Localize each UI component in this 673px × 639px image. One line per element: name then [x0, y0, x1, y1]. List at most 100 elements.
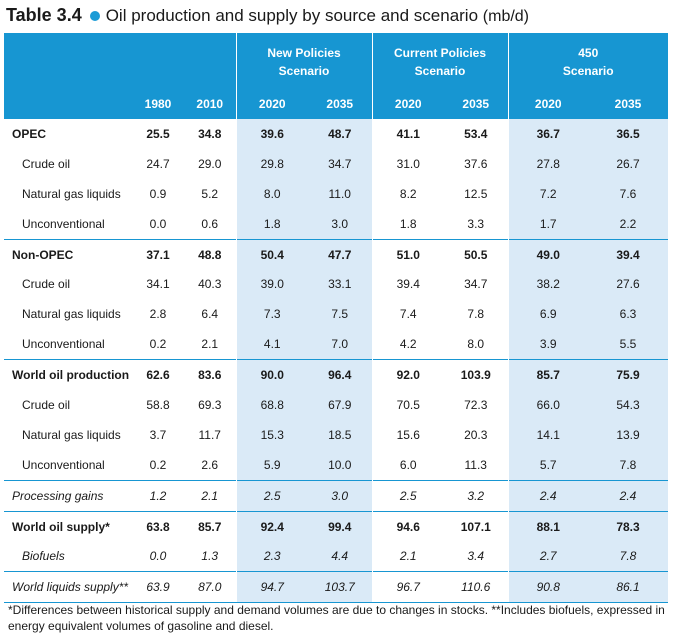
value-cell: 7.8: [467, 307, 485, 322]
row-label: Non-OPEC: [4, 238, 132, 270]
title-unit: (mb/d): [482, 8, 530, 25]
value-cell: 7.3: [235, 299, 308, 330]
value-cell: 39.4: [371, 269, 444, 300]
value-cell: 34.8: [184, 117, 236, 149]
value-cell: 5.7: [507, 449, 588, 481]
value-cell: 41.1: [371, 117, 444, 149]
table-row: World oil production 62.6 83.6 90.0 96.4 92.0…: [4, 359, 669, 391]
value-cell: 2.7: [507, 541, 588, 572]
value-cell: 87.0: [184, 571, 236, 604]
scenario-header: Current Policies Scenario: [371, 33, 508, 90]
value-cell: 69.3: [198, 397, 222, 412]
value-cell: 3.3: [467, 216, 485, 231]
value-cell: 40.3: [198, 277, 222, 292]
value-cell: 11.3: [464, 457, 487, 472]
value-cell: 1.2: [132, 479, 184, 512]
value-cell: 39.6: [235, 117, 308, 149]
value-cell: 7.0: [308, 329, 372, 360]
value-cell: 1.3: [201, 549, 219, 564]
value-cell: 34.1: [146, 277, 170, 292]
value-cell: 92.4: [235, 510, 308, 542]
value-cell: 34.7: [464, 277, 488, 292]
year-header: 2010: [184, 90, 236, 119]
value-cell: 0.6: [201, 216, 219, 231]
value-cell: 3.0: [308, 208, 372, 240]
value-cell: 0.2: [149, 337, 167, 352]
scenario-header: 450 Scenario: [507, 33, 669, 90]
value-cell: 50.5: [444, 238, 508, 270]
year-header: 2035: [444, 90, 508, 119]
value-cell: 2.4: [507, 479, 588, 512]
table-row: OPEC 25.5 34.8 39.6 48.7 41.1 53.4 36.7 36.5: [4, 117, 669, 149]
value-cell: 27.6: [588, 269, 669, 300]
value-cell: 49.0: [507, 238, 588, 270]
row-label: Crude oil: [22, 277, 71, 292]
value-cell: 39.4: [588, 238, 669, 270]
value-cell: 78.3: [588, 510, 669, 542]
value-cell: 1.7: [507, 208, 588, 240]
value-cell: 48.8: [184, 238, 236, 270]
value-cell: 1.8: [235, 208, 308, 240]
value-cell: 94.7: [235, 571, 308, 604]
value-cell: 11.0: [308, 178, 372, 209]
value-cell: 37.6: [464, 156, 488, 171]
value-cell: 103.9: [444, 359, 508, 391]
value-cell: 0.0: [149, 549, 167, 564]
value-cell: 66.0: [507, 390, 588, 420]
value-cell: 103.7: [308, 571, 372, 604]
value-cell: 0.9: [149, 186, 167, 201]
value-cell: 39.0: [235, 269, 308, 300]
value-cell: 0.0: [149, 216, 167, 231]
value-cell: 7.6: [588, 178, 669, 209]
value-cell: 3.9: [507, 329, 588, 360]
value-cell: 4.1: [235, 329, 308, 360]
value-cell: 34.7: [308, 148, 372, 179]
value-cell: 83.6: [184, 359, 236, 391]
value-cell: 92.0: [371, 359, 444, 391]
value-cell: 7.4: [371, 299, 444, 330]
header-blank: [4, 33, 132, 90]
value-cell: 63.8: [132, 510, 184, 542]
value-cell: 50.4: [235, 238, 308, 270]
value-cell: 13.9: [588, 419, 669, 450]
table-row: Non-OPEC 37.1 48.8 50.4 47.7 51.0 50.5 49.0 39.4: [4, 238, 669, 270]
value-cell: 7.2: [507, 178, 588, 209]
value-cell: 48.7: [308, 117, 372, 149]
row-label: Unconventional: [22, 337, 105, 352]
value-cell: 0.2: [149, 457, 167, 472]
value-cell: 6.3: [588, 299, 669, 330]
table-row: Natural gas liquids 0.9 5.2 8.0 11.0 8.2 12.5 7…: [4, 178, 669, 209]
scenario-header: New Policies Scenario: [235, 33, 372, 90]
table-row: Natural gas liquids 3.7 11.7 15.3 18.5 15.6 20…: [4, 419, 669, 450]
value-cell: 4.2: [371, 329, 444, 360]
table-row: Unconventional 0.0 0.6 1.8 3.0 1.8 3.3 1.7 2.2: [4, 208, 669, 240]
row-label: Unconventional: [22, 457, 105, 472]
value-cell: 2.4: [588, 479, 669, 512]
table-row: World oil supply* 63.8 85.7 92.4 99.4 94.6 107…: [4, 510, 669, 542]
year-header: 2020: [371, 90, 444, 119]
value-cell: 62.6: [132, 359, 184, 391]
value-cell: 7.8: [588, 449, 669, 481]
value-cell: 86.1: [588, 571, 669, 604]
table-title: Table 3.4 Oil production and supply by so…: [6, 4, 529, 28]
row-label: Natural gas liquids: [22, 186, 121, 201]
value-cell: 51.0: [371, 238, 444, 270]
table-row: Crude oil 34.1 40.3 39.0 33.1 39.4 34.7 38.2 27.…: [4, 269, 669, 300]
value-cell: 7.5: [308, 299, 372, 330]
value-cell: 58.8: [146, 397, 170, 412]
value-cell: 90.8: [507, 571, 588, 604]
value-cell: 3.2: [444, 479, 508, 512]
row-label: World oil production: [4, 359, 132, 391]
value-cell: 72.3: [464, 397, 488, 412]
year-header: 2020: [235, 90, 308, 119]
value-cell: 90.0: [235, 359, 308, 391]
value-cell: 20.3: [464, 427, 488, 442]
value-cell: 31.0: [371, 148, 444, 179]
value-cell: 2.3: [235, 541, 308, 572]
value-cell: 5.5: [588, 329, 669, 360]
value-cell: 53.4: [444, 117, 508, 149]
value-cell: 99.4: [308, 510, 372, 542]
value-cell: 18.5: [308, 419, 372, 450]
value-cell: 107.1: [444, 510, 508, 542]
year-header-row: 1980 2010 2020 2035 2020 2035 2020 2035: [4, 90, 669, 119]
